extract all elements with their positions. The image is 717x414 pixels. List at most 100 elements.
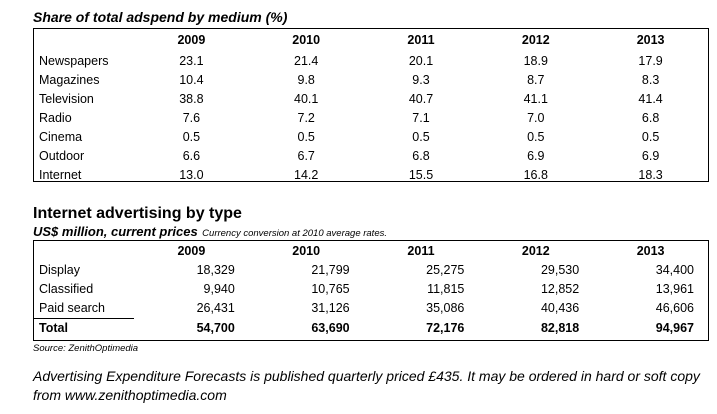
year-header: 2011	[407, 244, 435, 258]
cell-value: 34,400	[655, 263, 694, 277]
cell-value: 6.9	[527, 149, 545, 163]
table-row: Cinema 0.5 0.5 0.5 0.5 0.5	[34, 128, 708, 147]
cell-value: 46,606	[655, 301, 694, 316]
year-header: 2012	[521, 33, 550, 47]
cell-value: 21,799	[311, 263, 350, 277]
cell-value: 9,940	[203, 282, 235, 296]
row-label: Display	[39, 263, 80, 277]
cell-value: 9.3	[412, 73, 430, 87]
row-label: Television	[39, 92, 94, 106]
cell-value: 40.7	[408, 92, 434, 106]
cell-value: 0.5	[412, 130, 430, 144]
cell-value: 20.1	[408, 54, 434, 68]
cell-value: 8.7	[527, 73, 545, 87]
publication-footnote: Advertising Expenditure Forecasts is pub…	[33, 368, 700, 403]
cell-value: 41.4	[638, 92, 663, 106]
row-label: Paid search	[39, 301, 106, 315]
total-value: 54,700	[196, 320, 235, 335]
cell-value: 40,436	[540, 301, 580, 316]
currency-note: Currency conversion at 2010 average rate…	[202, 228, 387, 239]
cell-value: 0.5	[182, 130, 201, 144]
table-row: Internet 13.0 14.2 15.5 16.8 18.3	[34, 166, 708, 185]
total-row: Total 54,700 63,690 72,176 82,818 94,967	[34, 318, 708, 338]
row-label: Magazines	[39, 73, 100, 87]
year-header: 2009	[177, 244, 206, 258]
table-row: Television 38.8 40.1 40.7 41.1 41.4	[34, 90, 708, 109]
table-row: Paid search 26,431 31,126 35,086 40,436 …	[34, 299, 708, 319]
cell-value: 35,086	[426, 301, 465, 316]
adspend-share-table: 2009 2010 2011 2012 2013 Newspapers 23.1…	[33, 28, 709, 182]
adspend-table-title: Share of total adspend by medium (%)	[33, 9, 288, 25]
cell-value: 6.7	[297, 149, 315, 163]
total-label: Total	[34, 318, 134, 338]
cell-value: 14.2	[294, 168, 319, 182]
cell-value: 38.8	[179, 92, 204, 106]
year-header: 2011	[407, 33, 435, 47]
row-label: Classified	[39, 282, 94, 296]
cell-value: 6.8	[412, 149, 430, 163]
cell-value: 41.1	[523, 92, 548, 106]
table-row: Magazines 10.4 9.8 9.3 8.7 8.3	[34, 71, 708, 90]
row-label: Internet	[39, 168, 82, 182]
cell-value: 7.1	[412, 111, 430, 125]
cell-value: 29,530	[540, 263, 580, 277]
cell-value: 18,329	[196, 263, 235, 277]
row-label: Outdoor	[39, 149, 85, 163]
total-value: 82,818	[540, 320, 580, 335]
cell-value: 13,961	[655, 282, 694, 296]
total-value: 72,176	[426, 320, 465, 335]
year-header: 2013	[636, 244, 665, 258]
cell-value: 15.5	[408, 168, 434, 182]
cell-value: 7.6	[182, 111, 201, 125]
cell-value: 31,126	[311, 301, 350, 316]
table-row: Outdoor 6.6 6.7 6.8 6.9 6.9	[34, 147, 708, 166]
cell-value: 21.4	[294, 54, 319, 68]
internet-advertising-title: Internet advertising by type	[33, 205, 242, 222]
cell-value: 7.0	[527, 111, 545, 125]
cell-value: 0.5	[297, 130, 315, 144]
cell-value: 11,815	[427, 282, 465, 296]
year-header: 2013	[636, 33, 665, 47]
cell-value: 6.8	[641, 111, 660, 125]
row-label: Newspapers	[39, 54, 109, 68]
cell-value: 12,852	[540, 282, 580, 296]
cell-value: 17.9	[638, 54, 663, 68]
cell-value: 13.0	[179, 168, 204, 182]
corner-cell	[34, 29, 134, 52]
total-value: 94,967	[655, 320, 694, 335]
internet-advertising-subtitle: US$ million, current prices Currency con…	[33, 224, 387, 241]
source-note: Source: ZenithOptimedia	[33, 343, 139, 354]
cell-value: 26,431	[196, 301, 235, 316]
cell-value: 0.5	[641, 130, 660, 144]
year-header: 2009	[177, 33, 206, 47]
table-row: Display 18,329 21,799 25,275 29,530 34,4…	[34, 261, 708, 280]
row-label: Radio	[39, 111, 72, 125]
cell-value: 6.6	[182, 149, 201, 163]
cell-value: 25,275	[426, 263, 465, 277]
corner-cell	[34, 241, 134, 261]
cell-value: 18.9	[523, 54, 548, 68]
subtitle-units: US$ million, current prices	[33, 224, 198, 239]
table-row: Newspapers 23.1 21.4 20.1 18.9 17.9	[34, 52, 708, 71]
table-row: Radio 7.6 7.2 7.1 7.0 6.8	[34, 109, 708, 128]
cell-value: 40.1	[294, 92, 319, 106]
year-header: 2010	[292, 244, 321, 258]
cell-value: 23.1	[179, 54, 204, 68]
cell-value: 6.9	[641, 149, 660, 163]
cell-value: 8.3	[641, 73, 660, 87]
internet-advertising-table: 2009 2010 2011 2012 2013 Display 18,329 …	[33, 240, 709, 341]
table-row: Classified 9,940 10,765 11,815 12,852 13…	[34, 280, 708, 299]
row-label: Cinema	[39, 130, 83, 144]
year-header: 2010	[292, 33, 321, 47]
year-header: 2012	[521, 244, 550, 258]
cell-value: 0.5	[527, 130, 545, 144]
cell-value: 9.8	[297, 73, 315, 87]
cell-value: 10.4	[179, 73, 204, 87]
cell-value: 18.3	[638, 168, 663, 182]
cell-value: 10,765	[311, 282, 350, 296]
cell-value: 16.8	[523, 168, 548, 182]
total-value: 63,690	[311, 320, 350, 335]
header-row: 2009 2010 2011 2012 2013	[34, 29, 708, 52]
header-row: 2009 2010 2011 2012 2013	[34, 241, 708, 261]
cell-value: 7.2	[297, 111, 315, 125]
